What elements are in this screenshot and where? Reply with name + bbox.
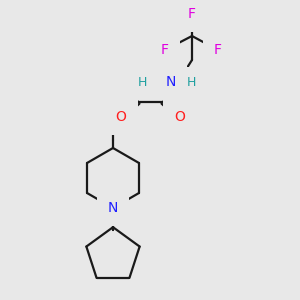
Text: N: N (166, 75, 176, 89)
Text: H: H (138, 76, 147, 89)
Text: F: F (214, 43, 222, 57)
Text: N: N (108, 201, 118, 215)
Text: F: F (188, 7, 196, 21)
Text: H: H (187, 76, 196, 89)
Text: N: N (128, 75, 138, 89)
Text: O: O (116, 110, 126, 124)
Text: O: O (175, 110, 185, 124)
Text: F: F (161, 43, 169, 57)
